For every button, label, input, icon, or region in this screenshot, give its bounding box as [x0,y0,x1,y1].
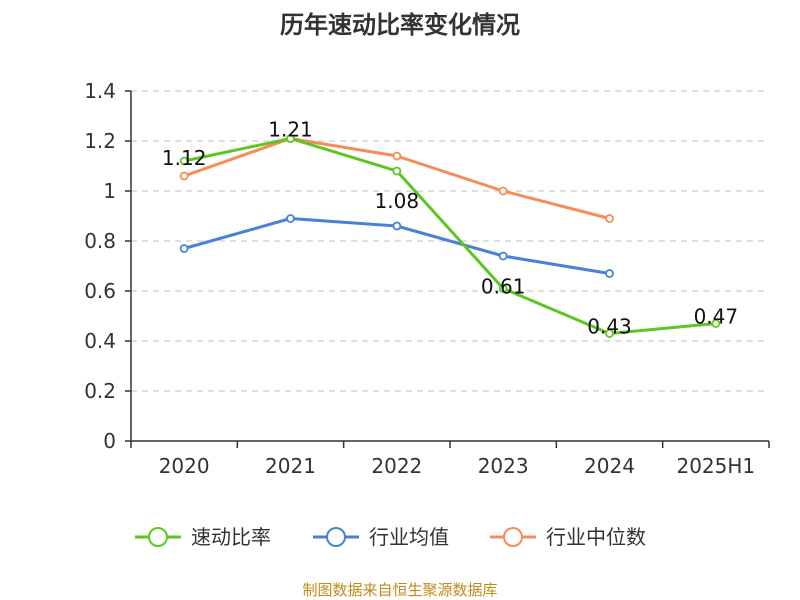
y-tick-label: 0.8 [84,229,116,253]
x-tick-label: 2020 [159,454,210,478]
legend-item-main[interactable]: 速动比率 [135,525,271,549]
data-label: 0.43 [587,315,632,339]
data-point-main [498,284,508,293]
data-point-industry-mean [605,269,614,278]
legend: 速动比率 行业均值 行业中位数 [135,525,646,549]
data-point-main [392,166,402,176]
legend-label: 行业中位数 [546,525,646,549]
data-point-main [286,134,295,143]
legend-swatch-marker [148,527,168,547]
data-label: 0.47 [694,305,739,329]
data-point-main [605,329,614,338]
legend-swatch-marker [503,527,523,547]
data-label: 1.21 [268,118,313,142]
y-tick-label: 0.6 [84,279,116,303]
source-note: 制图数据来自恒生聚源数据库 [302,581,497,599]
data-point-main [711,319,721,328]
data-label: 1.12 [162,146,207,170]
data-point-industry-mean [392,221,402,231]
y-tick-label: 0.2 [84,379,116,403]
data-point-main [179,156,189,166]
x-tick-label: 2025H1 [676,454,755,478]
data-label: 1.08 [375,189,420,213]
legend-item-industry-median[interactable]: 行业中位数 [490,525,646,549]
data-labels: 1.12 1.21 1.08 0.61 0.43 0.47 [162,118,738,339]
y-tick-label: 0.4 [84,329,116,353]
y-tick-label: 1 [103,179,116,203]
x-tick-label: 2023 [478,454,529,478]
y-tick-label: 1.2 [84,129,116,153]
y-tick-label: 0 [103,429,116,453]
y-tick-label: 1.4 [84,79,116,103]
legend-label: 行业均值 [369,525,449,549]
series-line-main [183,137,716,335]
series [179,134,721,338]
x-tick-label: 2021 [265,454,316,478]
data-point-industry-mean [179,244,189,253]
x-tick-label: 2022 [371,454,422,478]
legend-item-industry-mean[interactable]: 行业均值 [313,525,449,549]
data-point-industry-median [605,214,614,223]
data-point-industry-median [498,186,508,196]
data-label: 0.61 [481,275,526,299]
data-point-industry-mean [498,251,508,261]
legend-label: 速动比率 [191,525,271,549]
axes: 0 0.2 0.4 0.6 0.8 1 1.2 1.4 2020 2021 2022 2023 2024… [84,79,770,478]
data-point-industry-median [179,171,189,181]
data-point-industry-median [392,151,402,161]
legend-swatch-marker [326,527,346,547]
x-tick-label: 2024 [584,454,635,478]
data-point-industry-mean [286,214,295,223]
chart-title: 历年速动比率变化情况 [280,11,520,39]
